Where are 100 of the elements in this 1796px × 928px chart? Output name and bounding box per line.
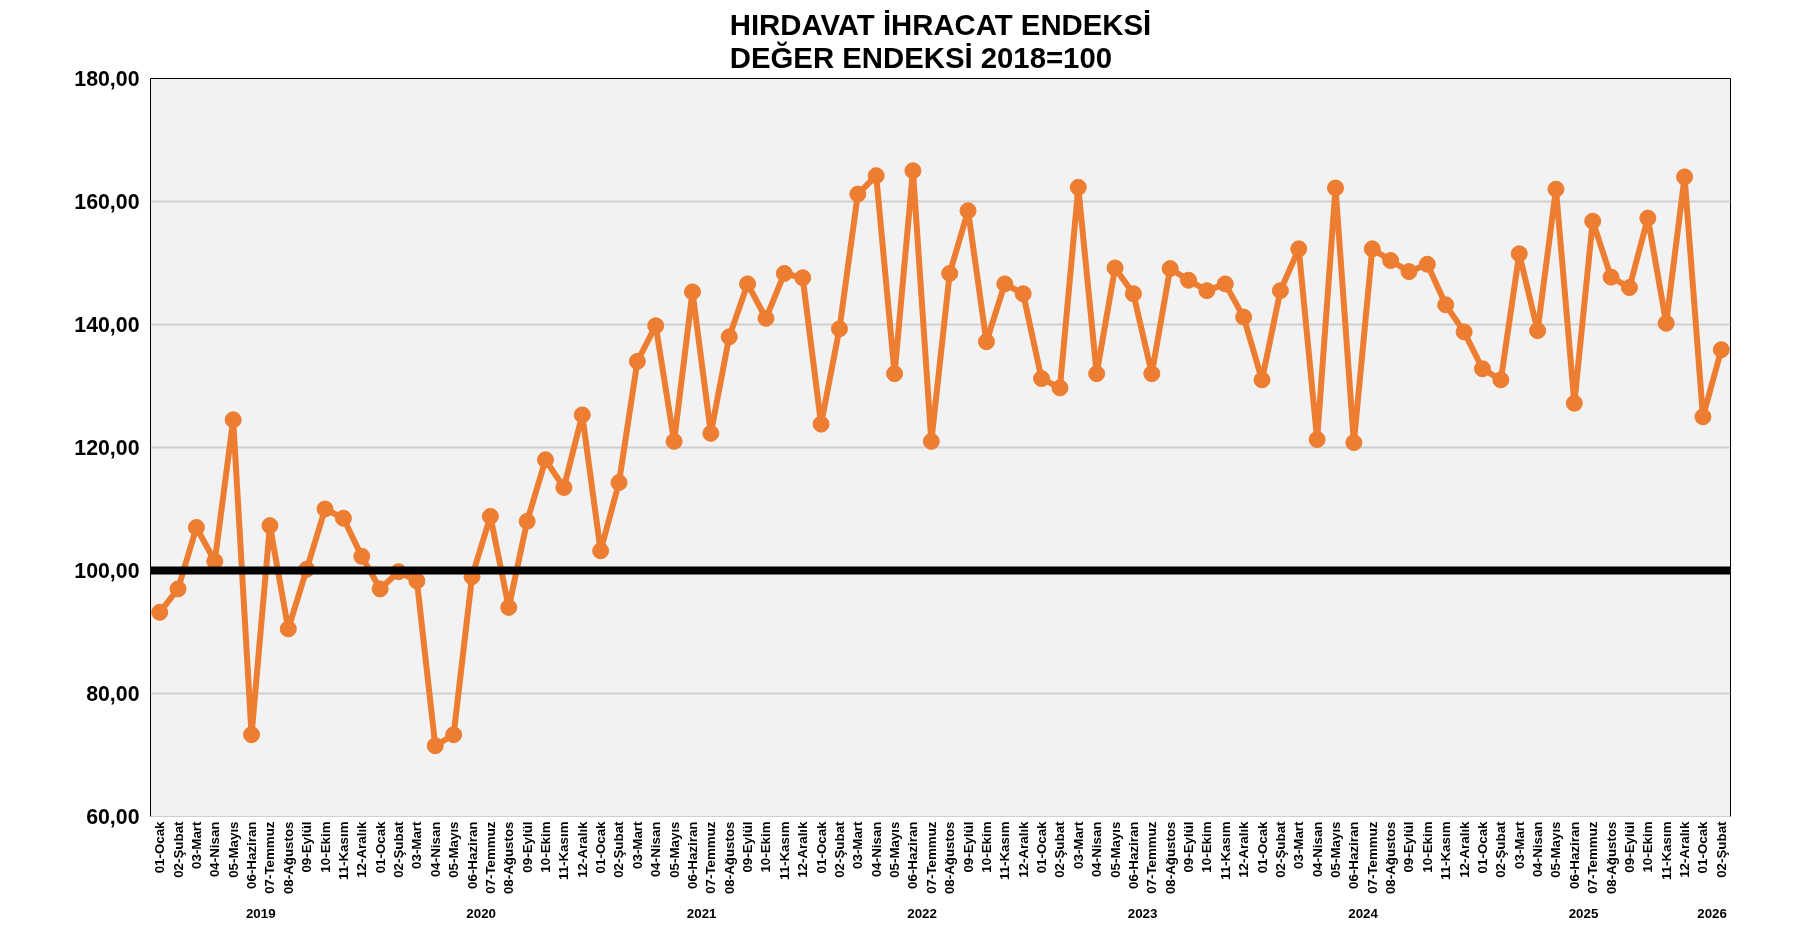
text: 2022 — [907, 905, 937, 921]
x-tick-label: 08-Ağustos — [280, 821, 296, 895]
x-tick-label: 01-Ocak — [813, 820, 829, 874]
x-tick-label: 04-Nisan — [1309, 821, 1325, 878]
x-tick-label: 11-Kasım — [997, 821, 1013, 881]
x-tick-label: 12-Aralık — [1677, 820, 1693, 878]
x-tick-label: 06-Haziran — [464, 821, 480, 889]
x-tick-label: 07-Temmuz — [482, 821, 498, 894]
x-tick-label: 06-Haziran — [1346, 821, 1362, 889]
x-tick-label: 11-Kasım — [556, 821, 572, 881]
x-tick-label: 09-Eylül — [1181, 821, 1197, 873]
x-tick-label: 02-Şubat — [1493, 820, 1509, 878]
x-tick-label: 08-Ağustos — [1383, 821, 1399, 895]
x-tick-label: 07-Temmuz — [262, 821, 278, 894]
x-tick-label: 08-Ağustos — [721, 821, 737, 895]
x-tick-label: 01-Ocak — [152, 820, 168, 874]
x-tick-label: 09-Eylül — [1621, 821, 1637, 873]
y-tick-label: 180,00 — [74, 67, 140, 91]
x-tick-label: 02-Şubat — [1272, 820, 1288, 878]
x-tick-label: 09-Eylül — [1401, 821, 1417, 873]
x-tick-label: 02-Şubat — [391, 820, 407, 878]
x-tick-label: 07-Temmuz — [923, 821, 939, 894]
x-tick-label: 01-Ocak — [593, 820, 609, 874]
x-tick-label: 06-Haziran — [1566, 821, 1582, 889]
x-tick-label: 02-Şubat — [831, 820, 847, 878]
x-tick-label: 10-Ekim — [978, 821, 994, 873]
x-tick-label: 10-Ekim — [1640, 821, 1656, 873]
x-tick-label: 10-Ekim — [1199, 821, 1215, 873]
x-tick-label: 12-Aralık — [795, 820, 811, 878]
x-tick-label: 05-Mayıs — [446, 821, 462, 878]
x-tick-label: 06-Haziran — [905, 821, 921, 889]
x-tick-label: 04-Nisan — [648, 821, 664, 878]
y-tick-label: 140,00 — [74, 313, 140, 337]
x-tick-label: 12-Aralık — [354, 820, 370, 878]
x-tick-label: 05-Mayıs — [1107, 821, 1123, 878]
x-tick-label: 10-Ekim — [538, 821, 553, 873]
y-tick-label: 100,00 — [74, 559, 140, 583]
x-tick-label: 05-Mayıs — [1328, 821, 1343, 878]
x-tick-label: 09-Eylül — [960, 821, 976, 873]
y-tick-label: 160,00 — [74, 190, 140, 214]
x-tick-label: 04-Nisan — [207, 821, 223, 878]
text: 2026 — [1697, 905, 1727, 921]
x-tick-label: 04-Nisan — [1089, 821, 1105, 878]
x-tick-label: 09-Eylül — [299, 821, 315, 873]
x-tick-label: 03-Mart — [1291, 820, 1307, 869]
text: 2023 — [1127, 905, 1158, 921]
x-tick-label: 06-Haziran — [244, 821, 260, 889]
x-tick-label: 04-Nisan — [868, 821, 884, 878]
x-tick-label: 04-Nisan — [427, 821, 443, 878]
x-tick-label: 03-Mart — [850, 820, 866, 869]
x-tick-label: 12-Aralık — [574, 820, 590, 878]
y-tick-label: 120,00 — [74, 436, 140, 460]
x-tick-label: 03-Mart — [188, 820, 204, 869]
x-tick-label: 11-Kasım — [776, 821, 792, 881]
x-tick-label: 09-Eylül — [519, 821, 535, 873]
x-tick-label: 11-Kasım — [1217, 821, 1233, 881]
x-tick-label: 02-Şubat — [170, 820, 186, 878]
text: 2024 — [1348, 905, 1379, 921]
x-tick-label: 03-Mart — [1511, 820, 1527, 869]
text: 2019 — [245, 905, 276, 921]
x-tick-label: 11-Kasım — [1658, 821, 1674, 881]
chart-title: HIRDAVAT İHRACAT ENDEKSİ DEĞER ENDEKSİ 2018=100 — [729, 7, 1152, 74]
x-tick-label: 08-Ağustos — [1603, 821, 1619, 895]
x-tick-label: 01-Ocak — [1254, 820, 1270, 874]
x-tick-label: 05-Mayıs — [225, 821, 241, 878]
x-tick-label: 05-Mayıs — [1548, 821, 1564, 878]
x-tick-label: 10-Ekim — [758, 821, 774, 873]
x-tick-label: 02-Şubat — [1052, 820, 1068, 878]
text: 2020 — [466, 905, 497, 921]
x-tick-label: 10-Ekim — [1419, 821, 1435, 873]
x-tick-label: 11-Kasım — [1438, 821, 1454, 881]
x-tick-label: 01-Ocak — [1695, 820, 1711, 874]
x-tick-label: 01-Ocak — [1034, 820, 1050, 874]
x-tick-label: 05-Mayıs — [666, 821, 682, 878]
x-tick-label: 05-Mayıs — [887, 821, 903, 878]
x-tick-label: 08-Ağustos — [942, 821, 958, 895]
x-tick-label: 04-Nisan — [1530, 821, 1546, 878]
x-tick-label: 06-Haziran — [1125, 821, 1141, 889]
text: 2021 — [686, 905, 718, 921]
x-tick-label: 03-Mart — [409, 820, 425, 869]
x-tick-label: 12-Aralık — [1015, 820, 1031, 878]
x-tick-label: 08-Ağustos — [501, 821, 517, 895]
x-tick-label: 02-Şubat — [611, 820, 627, 878]
x-tick-label: 01-Ocak — [1474, 820, 1490, 874]
x-tick-label: 03-Mart — [1070, 820, 1086, 869]
x-tick-label: 07-Temmuz — [1364, 821, 1380, 894]
x-tick-label: 12-Aralık — [1456, 820, 1472, 878]
x-tick-label: 10-Ekim — [317, 821, 333, 873]
y-tick-label: 60,00 — [86, 805, 140, 829]
x-tick-label: 07-Temmuz — [1144, 821, 1160, 894]
x-tick-label: 07-Temmuz — [1585, 821, 1601, 894]
x-tick-label: 07-Temmuz — [703, 821, 719, 894]
x-tick-label: 12-Aralık — [1236, 820, 1252, 878]
x-tick-label: 03-Mart — [629, 820, 645, 869]
x-tick-label: 02-Şubat — [1713, 820, 1729, 878]
x-tick-label: 06-Haziran — [684, 821, 700, 889]
x-tick-label: 11-Kasım — [335, 821, 351, 881]
y-tick-label: 80,00 — [86, 682, 140, 706]
x-tick-label: 01-Ocak — [372, 820, 388, 874]
text: 2025 — [1568, 905, 1599, 921]
